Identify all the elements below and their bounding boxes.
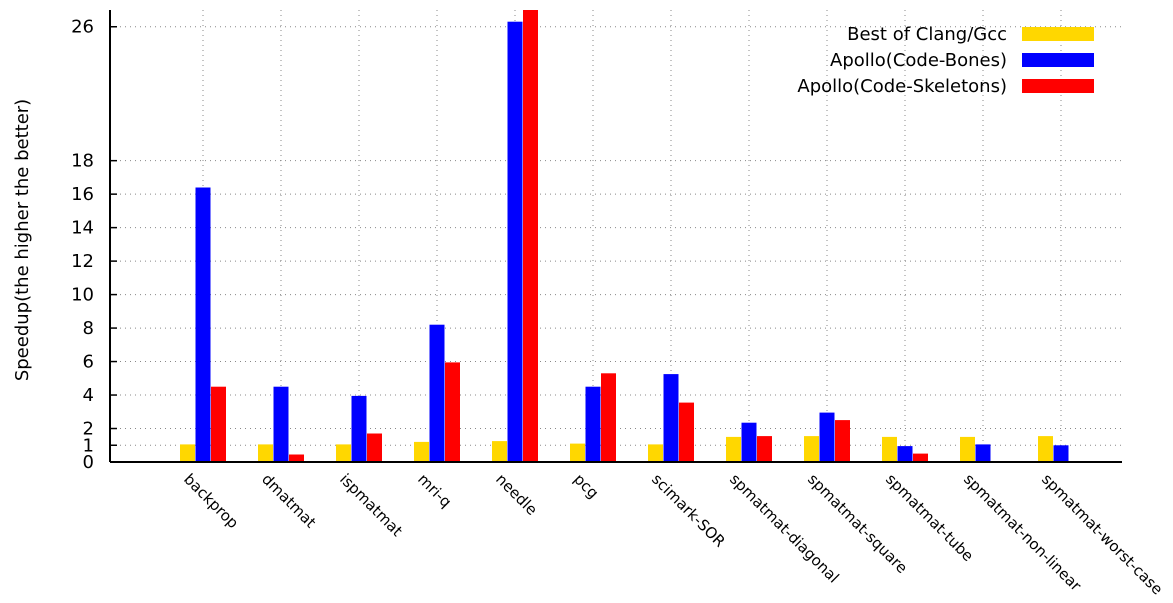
bar-dmatmat-series-2 (289, 454, 304, 462)
legend: Best of Clang/Gcc Apollo(Code-Bones) Apoll… (797, 24, 1094, 97)
bar-spmatmat-square-series-0 (804, 436, 819, 462)
bar-spmatmat-non-linear-series-1 (975, 444, 991, 462)
x-category-labels: backprop dmatmat ispmatmat mri-q needle pcg sc… (180, 470, 1166, 598)
bar-backprop-series-1 (195, 187, 211, 462)
bar-dmatmat-series-1 (273, 386, 289, 462)
x-category-label-dmatmat: dmatmat (258, 470, 320, 532)
bar-ispmatmat-series-2 (367, 433, 382, 462)
bar-ispmatmat-series-0 (336, 444, 351, 462)
bar-pcg-series-2 (601, 373, 616, 462)
bar-spmatmat-diagonal-series-0 (726, 436, 741, 462)
y-tick-label-0: 0 (83, 452, 94, 473)
y-tick-label-18: 18 (71, 151, 94, 172)
bar-mri-q-series-2 (445, 362, 460, 462)
x-category-label-mri-q: mri-q (414, 470, 455, 511)
y-tick-label-8: 8 (83, 318, 94, 339)
bar-pcg-series-0 (570, 443, 585, 462)
y-tick-label-1: 1 (83, 435, 94, 456)
bar-spmatmat-tube-series-0 (882, 436, 897, 462)
bar-scimark-SOR-series-1 (663, 374, 679, 462)
bars-layer (180, 10, 1069, 462)
y-tick-label-14: 14 (71, 218, 94, 239)
bar-dmatmat-series-0 (258, 444, 273, 462)
bar-needle-series-1 (507, 21, 523, 462)
x-category-label-ispmatmat: ispmatmat (336, 470, 406, 540)
y-tick-label-4: 4 (83, 385, 94, 406)
bar-mri-q-series-1 (429, 324, 445, 462)
legend-swatch-1 (1022, 53, 1094, 67)
y-tick-label-10: 10 (71, 285, 94, 306)
y-tick-label-16: 16 (71, 184, 94, 205)
bar-scimark-SOR-series-0 (648, 444, 663, 462)
bar-spmatmat-tube-series-2 (913, 453, 928, 462)
x-category-label-backprop: backprop (180, 470, 242, 532)
bar-spmatmat-square-series-1 (819, 412, 835, 462)
bar-pcg-series-1 (585, 386, 601, 462)
y-tick-label-26: 26 (71, 17, 94, 38)
x-category-label-needle: needle (492, 470, 541, 519)
legend-swatch-0 (1022, 27, 1094, 41)
bar-spmatmat-diagonal-series-1 (741, 422, 757, 462)
legend-label-2: Apollo(Code-Skeletons) (797, 76, 1007, 97)
axes-layer (109, 10, 1122, 463)
y-tick-label-12: 12 (71, 251, 94, 272)
bar-needle-series-2 (523, 10, 538, 462)
bar-backprop-series-0 (180, 444, 195, 462)
y-tick-label-2: 2 (83, 419, 94, 440)
legend-label-0: Best of Clang/Gcc (847, 24, 1007, 45)
bar-spmatmat-worst-case-series-0 (1038, 436, 1053, 462)
bar-scimark-SOR-series-2 (679, 402, 694, 462)
bar-spmatmat-tube-series-1 (897, 446, 913, 462)
bar-needle-series-0 (492, 441, 507, 462)
x-category-label-pcg: pcg (570, 470, 602, 502)
bar-spmatmat-diagonal-series-2 (757, 436, 772, 462)
bar-spmatmat-square-series-2 (835, 420, 850, 462)
bar-backprop-series-2 (211, 386, 226, 462)
y-tick-label-6: 6 (83, 352, 94, 373)
x-category-label-scimark-SOR: scimark-SOR (648, 470, 729, 551)
y-axis-title: Speedup(the higher the better) (12, 99, 33, 381)
bar-spmatmat-non-linear-series-0 (960, 436, 975, 462)
bar-mri-q-series-0 (414, 441, 429, 462)
legend-swatch-2 (1022, 79, 1094, 93)
bar-spmatmat-worst-case-series-1 (1053, 445, 1069, 462)
bar-ispmatmat-series-1 (351, 395, 367, 462)
legend-label-1: Apollo(Code-Bones) (830, 50, 1007, 71)
